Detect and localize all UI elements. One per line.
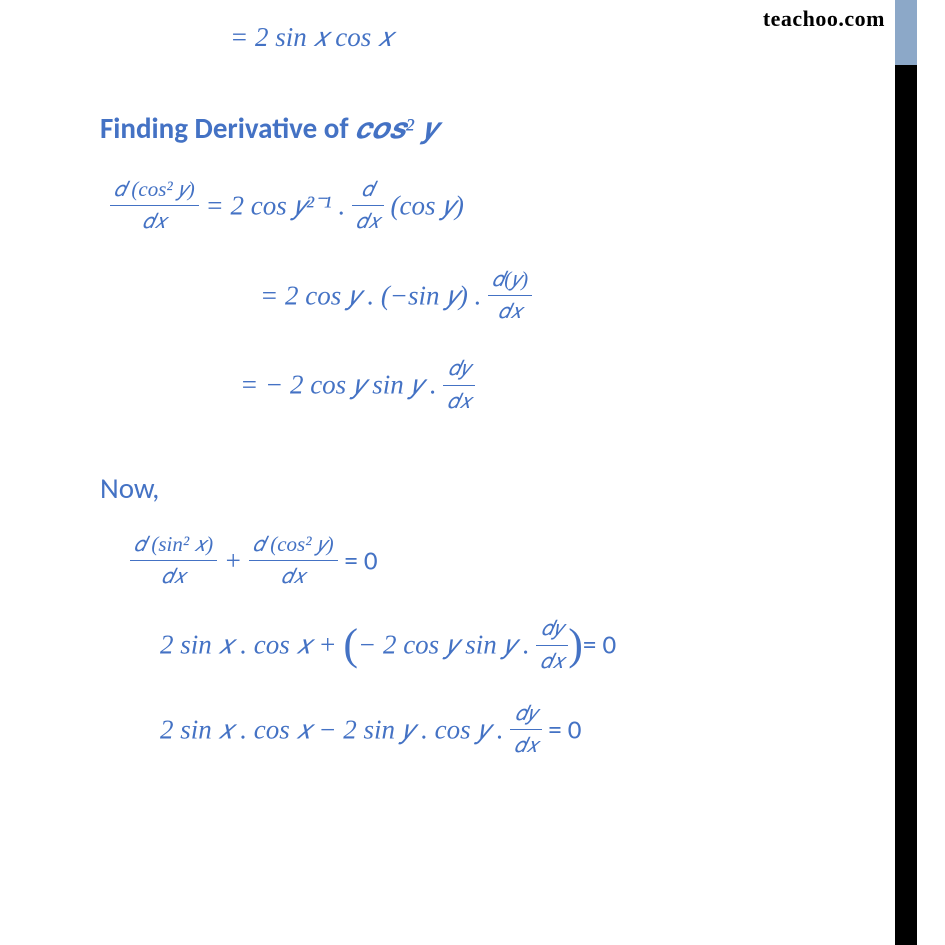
eq3-num: 𝑑(𝑦)	[488, 266, 532, 296]
brand-logo: teachoo.com	[763, 6, 885, 32]
eq5-plus: +	[224, 545, 249, 575]
eq5-f2: 𝑑 (cos² 𝑦) 𝑑𝑥	[249, 531, 338, 591]
eq4-den: 𝑑𝑥	[443, 386, 475, 415]
eq4-num: 𝑑𝑦	[443, 355, 475, 385]
right-border	[895, 0, 945, 945]
border-segment-dark	[895, 65, 917, 945]
eq7-frac: 𝑑𝑦 𝑑𝑥	[510, 700, 542, 760]
eq6-mid: − 2 cos 𝑦 sin 𝑦 .	[358, 630, 536, 660]
eq2-f2-num: 𝑑	[352, 176, 384, 206]
border-right-edge	[917, 0, 945, 945]
eq2-lhs-frac: 𝑑 (cos² 𝑦) 𝑑𝑥	[110, 176, 199, 236]
equation-1: = 2 sin 𝑥 cos 𝑥	[230, 20, 835, 55]
eq3-mid: = 2 cos 𝑦 . (−sin 𝑦) .	[260, 280, 488, 310]
equation-4: = − 2 cos 𝑦 sin 𝑦 . 𝑑𝑦 𝑑𝑥	[240, 355, 835, 415]
equation-7: 2 sin 𝑥 . cos 𝑥 − 2 sin 𝑦 . cos 𝑦 . 𝑑𝑦 𝑑…	[160, 700, 835, 760]
document-content: = 2 sin 𝑥 cos 𝑥 Finding Derivative of 𝒄𝒐…	[0, 0, 895, 790]
eq4-frac: 𝑑𝑦 𝑑𝑥	[443, 355, 475, 415]
eq5-f2-num: 𝑑 (cos² 𝑦)	[249, 531, 338, 561]
eq3-frac: 𝑑(𝑦) 𝑑𝑥	[488, 266, 532, 326]
eq6-den: 𝑑𝑥	[536, 646, 568, 675]
eq6-pre: 2 sin 𝑥 . cos 𝑥 +	[160, 630, 343, 660]
eq5-f1-num: 𝑑 (sin² 𝑥)	[130, 531, 217, 561]
section-heading: Finding Derivative of 𝒄𝒐𝒔² 𝒚	[100, 110, 835, 146]
eq2-frac2: 𝑑 𝑑𝑥	[352, 176, 384, 236]
eq5-f2-den: 𝑑𝑥	[249, 561, 338, 590]
equation-3: = 2 cos 𝑦 . (−sin 𝑦) . 𝑑(𝑦) 𝑑𝑥	[260, 266, 835, 326]
heading-math: 𝒄𝒐𝒔² 𝒚	[355, 113, 439, 145]
eq2-f2-den: 𝑑𝑥	[352, 206, 384, 235]
equation-5: 𝑑 (sin² 𝑥) 𝑑𝑥 + 𝑑 (cos² 𝑦) 𝑑𝑥 = 0	[130, 531, 835, 591]
eq7-den: 𝑑𝑥	[510, 730, 542, 759]
eq6-tail: = 0	[583, 629, 616, 662]
heading-prefix: Finding Derivative of	[100, 110, 355, 146]
eq5-f1-den: 𝑑𝑥	[130, 561, 217, 590]
eq3-den: 𝑑𝑥	[488, 296, 532, 325]
eq6-frac: 𝑑𝑦 𝑑𝑥	[536, 615, 568, 675]
eq7-tail: = 0	[542, 713, 581, 746]
eq7-num: 𝑑𝑦	[510, 700, 542, 730]
eq6-num: 𝑑𝑦	[536, 615, 568, 645]
eq5-f1: 𝑑 (sin² 𝑥) 𝑑𝑥	[130, 531, 217, 591]
eq2-lhs-den: 𝑑𝑥	[110, 206, 199, 235]
eq7-pre: 2 sin 𝑥 . cos 𝑥 − 2 sin 𝑦 . cos 𝑦 .	[160, 714, 510, 744]
eq5-eq: = 0	[344, 544, 377, 577]
equation-2: 𝑑 (cos² 𝑦) 𝑑𝑥 = 2 cos 𝑦²⁻¹ . 𝑑 𝑑𝑥 (cos 𝑦…	[110, 176, 835, 236]
eq4-mid: = − 2 cos 𝑦 sin 𝑦 .	[240, 370, 443, 400]
now-label: Now,	[100, 470, 835, 506]
eq1-text: = 2 sin 𝑥 cos 𝑥	[230, 22, 393, 52]
equation-6: 2 sin 𝑥 . cos 𝑥 + (− 2 cos 𝑦 sin 𝑦 . 𝑑𝑦 …	[160, 615, 835, 675]
border-segment-light	[895, 0, 917, 65]
eq2-lhs-num: 𝑑 (cos² 𝑦)	[110, 176, 199, 206]
eq2-tail: (cos 𝑦)	[391, 190, 464, 220]
eq2-mid: = 2 cos 𝑦²⁻¹ .	[205, 190, 351, 220]
